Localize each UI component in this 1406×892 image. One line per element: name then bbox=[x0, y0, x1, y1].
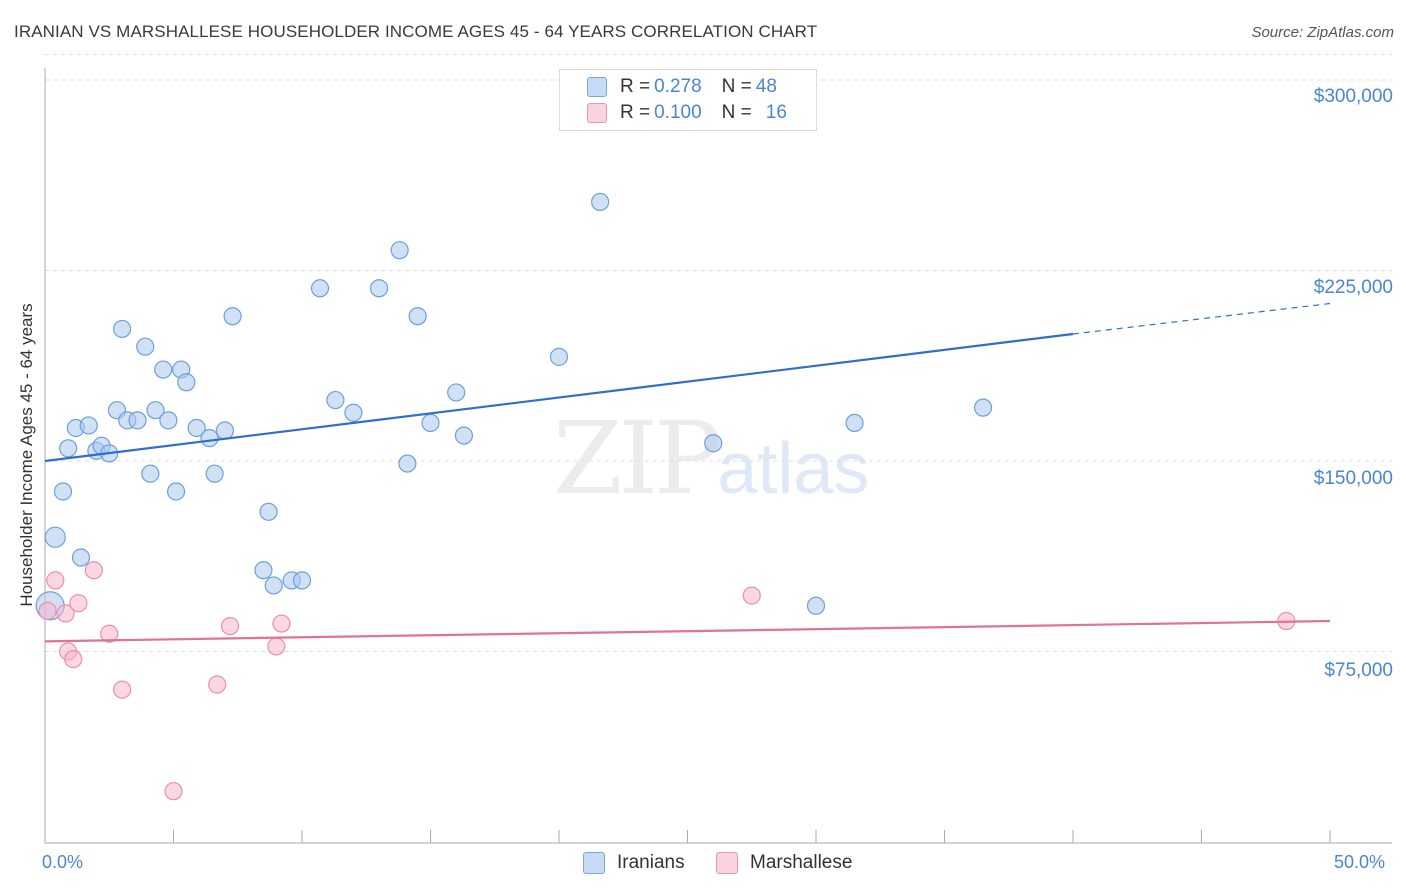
watermark: ZIPatlas bbox=[553, 400, 869, 517]
y-axis-label: Householder Income Ages 45 - 64 years bbox=[17, 303, 36, 607]
data-point-iranians bbox=[200, 429, 219, 448]
data-point-marshallese bbox=[272, 614, 291, 633]
data-point-iranians bbox=[421, 413, 440, 432]
data-point-iranians bbox=[112, 319, 132, 339]
data-point-iranians bbox=[44, 526, 66, 548]
data-point-iranians bbox=[292, 571, 312, 590]
data-point-iranians bbox=[806, 596, 826, 615]
legend-row-marshallese: R = 0.100 N = 16 bbox=[587, 102, 787, 124]
data-point-iranians bbox=[177, 373, 196, 392]
data-point-iranians bbox=[264, 576, 283, 595]
legend-row-iranians: R = 0.278 N = 48 bbox=[587, 76, 777, 98]
trend-line-extension-iranians bbox=[1072, 302, 1331, 335]
legend-n-label: N = bbox=[721, 76, 752, 97]
data-point-iranians bbox=[141, 464, 160, 483]
legend-item-marshallese: Marshallese bbox=[716, 852, 852, 874]
data-point-iranians bbox=[326, 390, 345, 410]
legend-item-iranians: Iranians bbox=[583, 852, 685, 874]
watermark-atlas: atlas bbox=[717, 429, 870, 509]
data-point-iranians bbox=[259, 502, 278, 521]
source-label: Source: ZipAtlas.com bbox=[1251, 24, 1394, 41]
legend-swatch-marshallese bbox=[716, 852, 738, 874]
data-point-marshallese bbox=[46, 571, 65, 590]
data-point-marshallese bbox=[69, 594, 88, 613]
data-point-iranians bbox=[159, 411, 178, 430]
watermark-zip: ZIP bbox=[553, 400, 721, 517]
legend-r-label: R = bbox=[620, 76, 651, 97]
data-point-iranians bbox=[344, 403, 363, 422]
legend-label-marshallese: Marshallese bbox=[750, 852, 853, 873]
legend-n-label: N = bbox=[721, 102, 752, 123]
data-point-marshallese bbox=[267, 637, 286, 656]
chart-title: IRANIAN VS MARSHALLESE HOUSEHOLDER INCOM… bbox=[14, 22, 818, 41]
legend-swatch-iranians bbox=[587, 77, 607, 97]
legend-swatch-marshallese bbox=[587, 103, 607, 123]
legend-swatch-iranians bbox=[583, 852, 605, 874]
data-point-iranians bbox=[973, 398, 993, 417]
data-point-iranians bbox=[79, 416, 98, 435]
data-point-iranians bbox=[187, 418, 206, 438]
trend-line-iranians bbox=[44, 332, 1074, 463]
data-point-iranians bbox=[591, 192, 610, 212]
data-point-iranians bbox=[390, 241, 409, 260]
series-legend: Iranians Marshallese bbox=[0, 852, 1406, 876]
data-point-iranians bbox=[370, 279, 389, 298]
data-point-iranians bbox=[205, 464, 224, 483]
data-point-iranians bbox=[215, 421, 234, 440]
data-point-marshallese bbox=[164, 782, 183, 801]
data-point-marshallese bbox=[38, 601, 57, 620]
data-point-iranians bbox=[136, 337, 155, 356]
data-point-iranians bbox=[223, 307, 242, 326]
y-tick-label-300000: $300,000 bbox=[1313, 86, 1393, 107]
y-tick-label-150000: $150,000 bbox=[1313, 468, 1393, 489]
legend-n-value: 16 bbox=[765, 102, 787, 123]
data-point-iranians bbox=[166, 482, 186, 501]
data-point-iranians bbox=[845, 413, 864, 432]
data-point-iranians bbox=[128, 411, 147, 430]
data-point-iranians bbox=[53, 482, 73, 501]
data-point-marshallese bbox=[100, 624, 119, 643]
x-tick-label-max: 50.0% bbox=[1334, 852, 1386, 872]
data-point-iranians bbox=[146, 401, 165, 420]
data-point-iranians bbox=[704, 434, 723, 453]
data-point-iranians bbox=[154, 360, 173, 379]
legend-n-value: 48 bbox=[755, 76, 777, 97]
y-tick-label-75000: $75,000 bbox=[1324, 660, 1393, 681]
data-point-iranians bbox=[310, 279, 330, 298]
data-point-marshallese bbox=[208, 675, 227, 694]
data-point-marshallese bbox=[112, 680, 132, 699]
data-point-marshallese bbox=[64, 650, 83, 669]
x-tick-label-min: 0.0% bbox=[42, 852, 84, 872]
data-point-iranians bbox=[71, 548, 91, 567]
data-point-iranians bbox=[254, 561, 273, 580]
data-point-iranians bbox=[408, 307, 427, 326]
legend-r-label: R = bbox=[620, 102, 651, 123]
data-point-marshallese bbox=[84, 561, 103, 580]
y-tick-label-225000: $225,000 bbox=[1313, 277, 1393, 298]
data-point-marshallese bbox=[56, 604, 75, 623]
data-point-iranians bbox=[454, 426, 474, 445]
trend-line-marshallese bbox=[44, 619, 1331, 643]
data-point-iranians bbox=[398, 454, 417, 473]
data-point-marshallese bbox=[742, 586, 761, 605]
legend-r-value: 0.100 bbox=[654, 102, 702, 123]
legend-label-iranians: Iranians bbox=[617, 852, 685, 873]
data-point-iranians bbox=[549, 347, 569, 366]
legend-r-value: 0.278 bbox=[654, 76, 702, 97]
data-point-iranians bbox=[59, 439, 78, 458]
data-point-iranians bbox=[447, 383, 466, 402]
data-point-marshallese bbox=[220, 616, 240, 636]
correlation-legend: R = 0.278 N = 48 R = 0.100 N = 16 bbox=[559, 69, 817, 131]
